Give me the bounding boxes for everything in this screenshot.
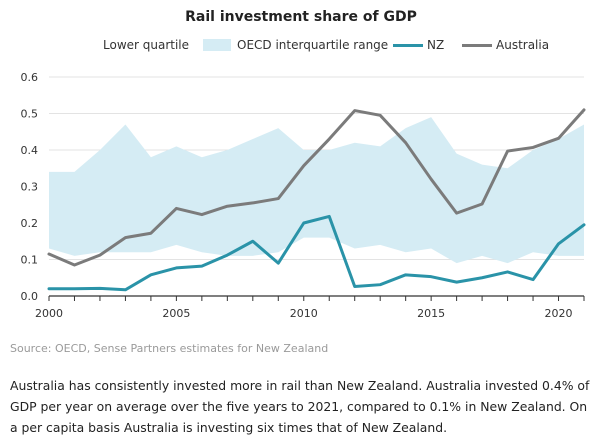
chart-title: Rail investment share of GDP [185,9,417,25]
axis-layer: 0.0 0.1 0.2 0.3 0.4 0.5 0.6 2000 2005 2010 2015 202… [21,71,585,320]
x-tick-label: 2000 [35,307,63,320]
iqr-band [49,117,584,264]
legend-item-nz: NZ [393,38,444,52]
legend-label-nz: NZ [427,38,445,52]
legend-item-australia: Australia [462,38,549,52]
legend-item-oecd-band: OECD interquartile range [203,38,388,52]
caption-text: Australia has consistently invested more… [10,378,590,435]
y-tick-label: 0.5 [21,108,39,121]
chart-legend: Lower quartile OECD interquartile range … [0,38,602,58]
y-tick-label: 0.3 [21,181,39,194]
legend-item-lower-quartile: Lower quartile [103,38,189,52]
series-line-australia [47,108,586,267]
legend-swatch-band [203,39,231,51]
series-layer [47,108,586,292]
series-line-nz [47,214,586,292]
legend-swatch-australia [462,43,492,47]
source-note: Source: OECD, Sense Partners estimates f… [10,342,329,355]
y-tick-label: 0.4 [21,144,39,157]
y-tick-label: 0.6 [21,71,39,84]
x-tick-label: 2020 [545,307,573,320]
y-tick-label: 0.2 [21,217,39,230]
legend-swatch-nz [393,43,423,47]
legend-label-australia: Australia [496,38,550,52]
legend-label-lower-quartile: Lower quartile [103,38,190,52]
y-tick-label: 0.1 [21,254,39,267]
legend-label-oecd-band: OECD interquartile range [237,38,389,52]
y-tick-label: 0.0 [21,290,39,303]
chart-plot: 0.0 0.1 0.2 0.3 0.4 0.5 0.6 2000 2005 2010 2015 202… [21,71,586,320]
iqr-band-layer [49,117,584,264]
x-tick-label: 2010 [290,307,318,320]
x-tick-label: 2005 [162,307,190,320]
x-tick-label: 2015 [417,307,445,320]
